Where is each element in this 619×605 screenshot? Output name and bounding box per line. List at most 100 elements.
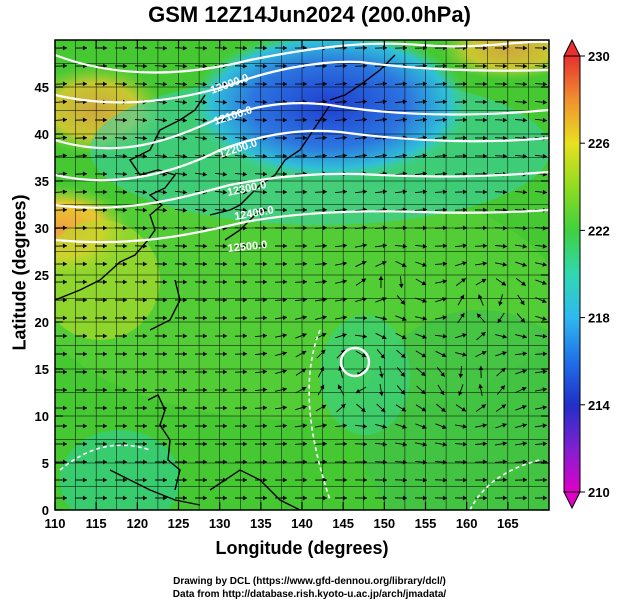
- streamline-arrowhead: [163, 261, 167, 267]
- streamline-arrowhead: [442, 477, 447, 483]
- streamline-arrowhead: [283, 45, 287, 51]
- streamline-arrowhead: [380, 354, 385, 359]
- streamline-arrowhead: [362, 153, 367, 159]
- streamline-arrowhead: [122, 153, 127, 159]
- streamline-arrowhead: [242, 189, 247, 195]
- streamline-arrowhead: [303, 45, 307, 51]
- streamline-arrowhead: [361, 261, 367, 266]
- streamline-arrowhead: [343, 459, 347, 465]
- streamline-arrowhead: [223, 387, 227, 393]
- streamline-arrowhead: [462, 135, 467, 141]
- streamline-arrowhead: [262, 369, 267, 375]
- streamline-arrowhead: [322, 189, 327, 195]
- streamline-arrowhead: [441, 407, 446, 412]
- streamline-arrowhead: [143, 315, 147, 321]
- streamline-arrowhead: [322, 441, 327, 447]
- streamline-arrowhead: [322, 153, 327, 159]
- streamline-arrowhead: [382, 225, 387, 231]
- streamline-arrowhead: [542, 243, 547, 249]
- streamline-arrowhead: [542, 189, 547, 195]
- streamline-arrowhead: [143, 423, 147, 429]
- streamline-arrowhead: [202, 243, 207, 249]
- streamline-arrowhead: [382, 99, 387, 105]
- streamline-arrowhead: [163, 441, 167, 447]
- colorbar-tick-222: 222: [588, 223, 610, 238]
- streamline-arrowhead: [142, 135, 147, 141]
- streamline-arrowhead: [223, 405, 227, 411]
- streamline-arrowhead: [162, 117, 167, 123]
- streamline-arrowhead: [83, 333, 87, 339]
- streamline-arrowhead: [361, 407, 366, 412]
- streamline-arrowhead: [143, 333, 147, 339]
- streamline-arrowhead: [402, 316, 407, 321]
- streamline-arrowhead: [322, 423, 327, 428]
- streamline-arrowhead: [362, 333, 367, 339]
- streamline-arrowhead: [400, 300, 405, 305]
- streamline-arrowhead: [262, 351, 267, 357]
- streamline-arrowhead: [382, 117, 387, 123]
- streamline-arrowhead: [123, 495, 127, 501]
- streamline-arrowhead: [282, 369, 287, 374]
- streamline-arrowhead: [403, 495, 407, 501]
- streamline-arrowhead: [542, 99, 547, 105]
- contour-label-12500: 12500.0: [227, 239, 268, 255]
- streamline-arrowhead: [263, 495, 267, 501]
- streamline-arrowhead: [163, 459, 167, 465]
- streamline-arrowhead: [440, 390, 445, 396]
- streamline-arrowhead: [483, 63, 487, 69]
- streamline-arrowhead: [122, 189, 127, 195]
- streamline-arrowhead: [143, 279, 147, 285]
- streamline-arrowhead: [302, 423, 307, 429]
- streamline-arrowhead: [501, 404, 506, 409]
- streamline-arrowhead: [82, 81, 87, 87]
- x-tick-label-110: 110: [45, 516, 66, 531]
- streamline-arrowhead: [323, 459, 327, 465]
- streamline-arrowhead: [262, 225, 267, 231]
- streamline-arrowhead: [262, 333, 267, 339]
- streamline-arrowhead: [382, 297, 387, 302]
- streamline-arrowhead: [322, 63, 327, 69]
- streamline-arrowhead: [322, 225, 327, 231]
- streamline-arrowhead: [542, 117, 547, 123]
- streamline-arrowhead: [363, 495, 367, 501]
- streamline-arrowhead: [243, 477, 247, 483]
- streamline-arrowhead: [203, 315, 207, 321]
- streamline-arrowhead: [142, 45, 147, 51]
- streamline-arrowhead: [402, 459, 407, 465]
- streamline-arrowhead: [501, 281, 506, 286]
- streamline-arrowhead: [522, 477, 527, 483]
- streamline-arrowhead: [342, 261, 347, 266]
- streamline-arrowhead: [82, 153, 87, 159]
- streamline-arrowhead: [522, 243, 527, 249]
- streamline-arrowhead: [203, 351, 207, 357]
- streamline-arrowhead: [422, 298, 427, 303]
- streamline-arrowhead: [103, 153, 107, 159]
- streamline-arrowhead: [343, 477, 347, 483]
- credit-data: Data from http://database.rish.kyoto-u.a…: [172, 589, 447, 600]
- streamline-arrowhead: [502, 243, 507, 249]
- streamline-arrowhead: [362, 135, 367, 141]
- streamline-arrowhead: [522, 441, 527, 447]
- streamline-arrowhead: [242, 171, 247, 177]
- streamline-arrowhead: [62, 189, 67, 195]
- x-tick-label-135: 135: [250, 516, 272, 531]
- streamline-arrowhead: [182, 81, 187, 87]
- streamline-arrowhead: [263, 261, 267, 267]
- streamline-arrowhead: [442, 117, 447, 123]
- streamline-arrowhead: [422, 334, 427, 339]
- streamline-arrowhead: [83, 423, 87, 429]
- streamline-arrowhead: [482, 243, 487, 249]
- streamline-arrowhead: [183, 351, 187, 357]
- streamline-arrowhead: [541, 298, 547, 303]
- streamline-arrowhead: [482, 459, 487, 465]
- streamline-arrowhead: [542, 153, 547, 159]
- streamline-arrowhead: [183, 333, 187, 339]
- streamline-arrowhead: [183, 495, 187, 501]
- streamline-arrowhead: [203, 297, 207, 303]
- x-axis-label: Longitude (degrees): [215, 538, 389, 558]
- streamline-arrowhead: [302, 279, 307, 285]
- streamline-arrowhead: [441, 352, 447, 357]
- streamline-arrowhead: [542, 316, 547, 321]
- y-axis-ticks: 0 5 10 15 20 25 30 35 40 45: [35, 80, 549, 518]
- streamline-arrowhead: [103, 351, 107, 357]
